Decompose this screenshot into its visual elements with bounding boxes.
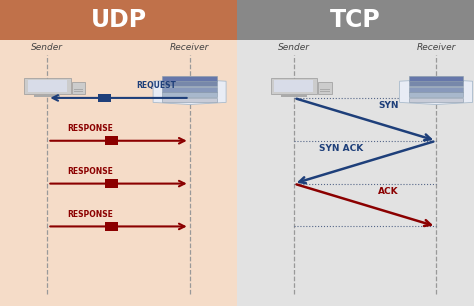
Bar <box>0 0 237 40</box>
Text: Sender: Sender <box>31 43 64 52</box>
Polygon shape <box>153 79 226 105</box>
Text: Sender: Sender <box>278 43 310 52</box>
Bar <box>319 82 331 94</box>
Text: Receiver: Receiver <box>416 43 456 52</box>
Bar <box>44 94 51 96</box>
Text: RESPONSE: RESPONSE <box>67 210 113 219</box>
Bar <box>74 91 83 92</box>
Bar <box>28 80 67 92</box>
Bar <box>320 89 329 90</box>
Bar <box>162 76 217 81</box>
Bar <box>320 91 329 92</box>
Bar <box>35 95 60 97</box>
Bar <box>105 179 118 188</box>
Bar <box>290 94 298 96</box>
Bar <box>409 87 464 91</box>
Bar <box>72 82 85 94</box>
Text: Receiver: Receiver <box>170 43 210 52</box>
Bar <box>162 98 217 103</box>
Bar <box>24 78 71 94</box>
Bar <box>98 94 111 102</box>
Text: TCP: TCP <box>330 8 381 32</box>
Text: RESPONSE: RESPONSE <box>67 124 113 133</box>
Bar <box>409 92 464 97</box>
Bar <box>162 81 217 86</box>
Bar <box>237 0 474 40</box>
Bar <box>409 81 464 86</box>
Bar <box>409 76 464 81</box>
Polygon shape <box>400 79 473 105</box>
Bar <box>162 87 217 91</box>
Bar <box>274 80 313 92</box>
Text: UDP: UDP <box>91 8 146 32</box>
Bar <box>162 92 217 97</box>
Bar <box>105 136 118 145</box>
Bar <box>271 78 317 94</box>
Text: SYN: SYN <box>378 101 399 110</box>
Bar <box>74 89 83 90</box>
Bar <box>237 0 474 306</box>
Bar <box>409 98 464 103</box>
Text: RESPONSE: RESPONSE <box>67 167 113 176</box>
Text: REQUEST: REQUEST <box>137 81 176 90</box>
Text: ACK: ACK <box>378 187 399 196</box>
Bar <box>0 0 237 306</box>
Text: SYN ACK: SYN ACK <box>319 144 364 153</box>
Bar <box>281 95 307 97</box>
Bar <box>105 222 118 231</box>
